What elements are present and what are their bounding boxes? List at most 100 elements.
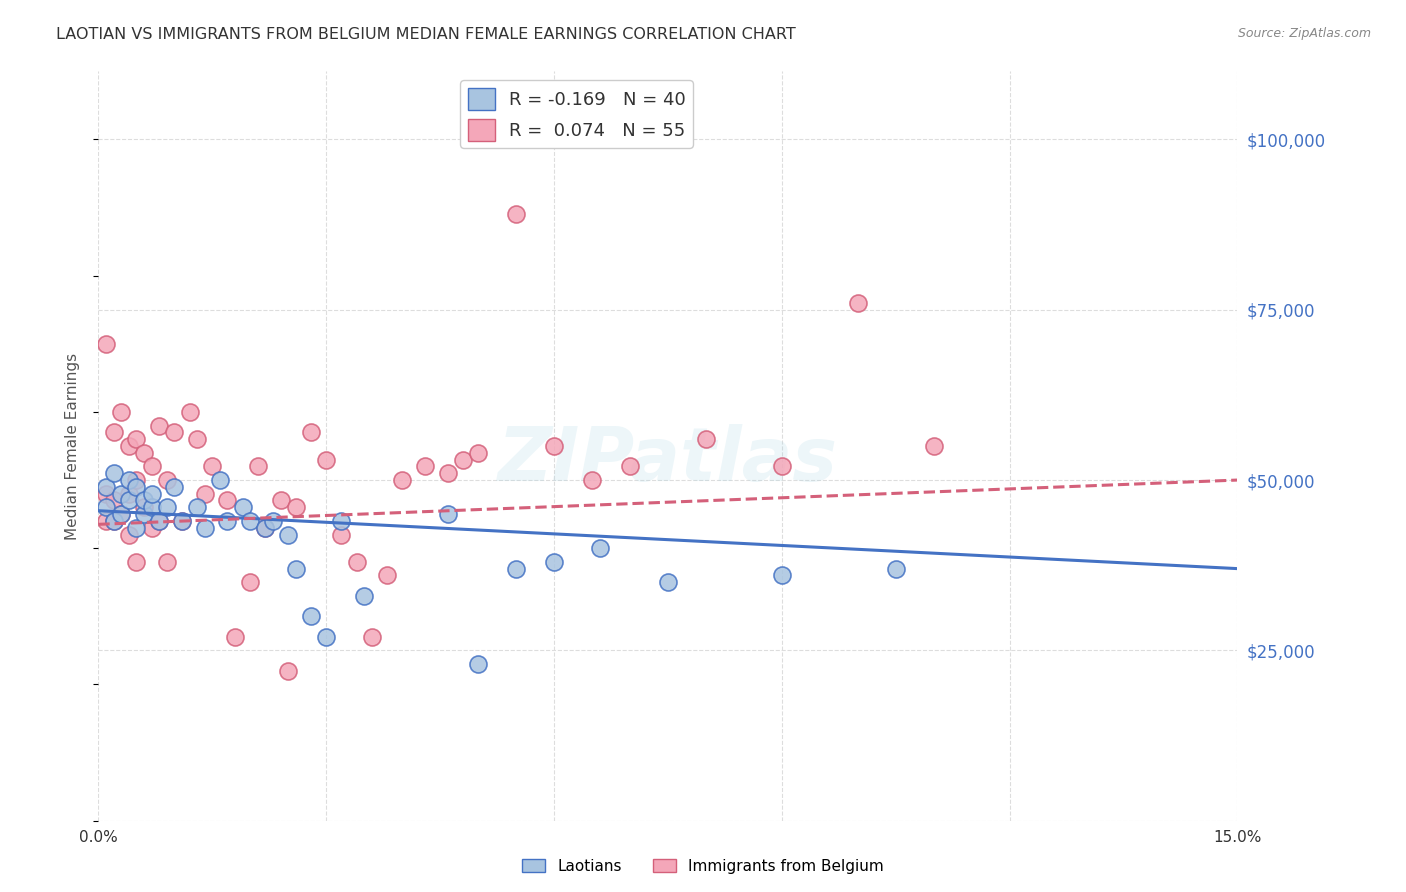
Point bbox=[132, 446, 155, 460]
Point bbox=[467, 657, 489, 671]
Point bbox=[94, 486, 117, 500]
Point bbox=[186, 432, 208, 446]
Point bbox=[132, 500, 155, 515]
Point bbox=[110, 486, 132, 500]
Point bbox=[110, 507, 132, 521]
Point bbox=[110, 507, 132, 521]
Point bbox=[413, 459, 436, 474]
Point bbox=[846, 296, 869, 310]
Point bbox=[922, 439, 945, 453]
Point bbox=[141, 486, 163, 500]
Point bbox=[148, 418, 170, 433]
Point bbox=[770, 568, 793, 582]
Point bbox=[156, 473, 179, 487]
Point bbox=[194, 486, 217, 500]
Legend: R = -0.169   N = 40, R =  0.074   N = 55: R = -0.169 N = 40, R = 0.074 N = 55 bbox=[460, 80, 693, 148]
Point bbox=[103, 467, 125, 481]
Point bbox=[103, 514, 125, 528]
Point bbox=[132, 507, 155, 521]
Point bbox=[179, 405, 201, 419]
Point bbox=[262, 514, 284, 528]
Point bbox=[141, 521, 163, 535]
Point bbox=[217, 514, 239, 528]
Point bbox=[619, 459, 641, 474]
Point bbox=[103, 425, 125, 440]
Point bbox=[436, 507, 458, 521]
Point bbox=[270, 493, 292, 508]
Text: Source: ZipAtlas.com: Source: ZipAtlas.com bbox=[1237, 27, 1371, 40]
Point bbox=[436, 467, 458, 481]
Point bbox=[315, 630, 337, 644]
Point bbox=[163, 425, 186, 440]
Point bbox=[239, 514, 262, 528]
Point bbox=[201, 459, 224, 474]
Point bbox=[132, 493, 155, 508]
Point bbox=[118, 493, 141, 508]
Point bbox=[239, 575, 262, 590]
Point bbox=[125, 432, 148, 446]
Point bbox=[360, 630, 382, 644]
Point bbox=[103, 514, 125, 528]
Point bbox=[208, 473, 231, 487]
Point bbox=[581, 473, 603, 487]
Point bbox=[224, 630, 246, 644]
Point bbox=[94, 336, 117, 351]
Point bbox=[330, 514, 353, 528]
Point bbox=[277, 527, 299, 541]
Point bbox=[391, 473, 413, 487]
Point bbox=[254, 521, 277, 535]
Point bbox=[543, 555, 565, 569]
Point bbox=[505, 207, 527, 221]
Point bbox=[770, 459, 793, 474]
Point bbox=[170, 514, 193, 528]
Text: LAOTIAN VS IMMIGRANTS FROM BELGIUM MEDIAN FEMALE EARNINGS CORRELATION CHART: LAOTIAN VS IMMIGRANTS FROM BELGIUM MEDIA… bbox=[56, 27, 796, 42]
Point bbox=[141, 500, 163, 515]
Point bbox=[277, 664, 299, 678]
Legend: Laotians, Immigrants from Belgium: Laotians, Immigrants from Belgium bbox=[516, 853, 890, 880]
Point bbox=[232, 500, 254, 515]
Point bbox=[284, 500, 307, 515]
Point bbox=[543, 439, 565, 453]
Point bbox=[118, 473, 141, 487]
Point bbox=[94, 480, 117, 494]
Point bbox=[125, 555, 148, 569]
Point bbox=[451, 452, 474, 467]
Point bbox=[375, 568, 398, 582]
Point bbox=[346, 555, 368, 569]
Point bbox=[118, 486, 141, 500]
Point bbox=[254, 521, 277, 535]
Point bbox=[284, 561, 307, 575]
Y-axis label: Median Female Earnings: Median Female Earnings bbox=[65, 352, 80, 540]
Point bbox=[884, 561, 907, 575]
Point bbox=[246, 459, 269, 474]
Point bbox=[657, 575, 679, 590]
Point bbox=[353, 589, 375, 603]
Point bbox=[94, 514, 117, 528]
Point bbox=[94, 500, 117, 515]
Point bbox=[299, 609, 322, 624]
Point bbox=[170, 514, 193, 528]
Point bbox=[194, 521, 217, 535]
Point bbox=[315, 452, 337, 467]
Point bbox=[125, 521, 148, 535]
Text: ZIPatlas: ZIPatlas bbox=[498, 425, 838, 498]
Point bbox=[103, 493, 125, 508]
Point bbox=[125, 473, 148, 487]
Point bbox=[330, 527, 353, 541]
Point bbox=[156, 500, 179, 515]
Point bbox=[118, 527, 141, 541]
Point bbox=[217, 493, 239, 508]
Point bbox=[467, 446, 489, 460]
Point bbox=[141, 459, 163, 474]
Point bbox=[505, 561, 527, 575]
Point bbox=[156, 555, 179, 569]
Point bbox=[163, 480, 186, 494]
Point bbox=[125, 480, 148, 494]
Point bbox=[148, 514, 170, 528]
Point bbox=[186, 500, 208, 515]
Point bbox=[695, 432, 717, 446]
Point bbox=[299, 425, 322, 440]
Point bbox=[148, 514, 170, 528]
Point bbox=[118, 439, 141, 453]
Point bbox=[588, 541, 610, 556]
